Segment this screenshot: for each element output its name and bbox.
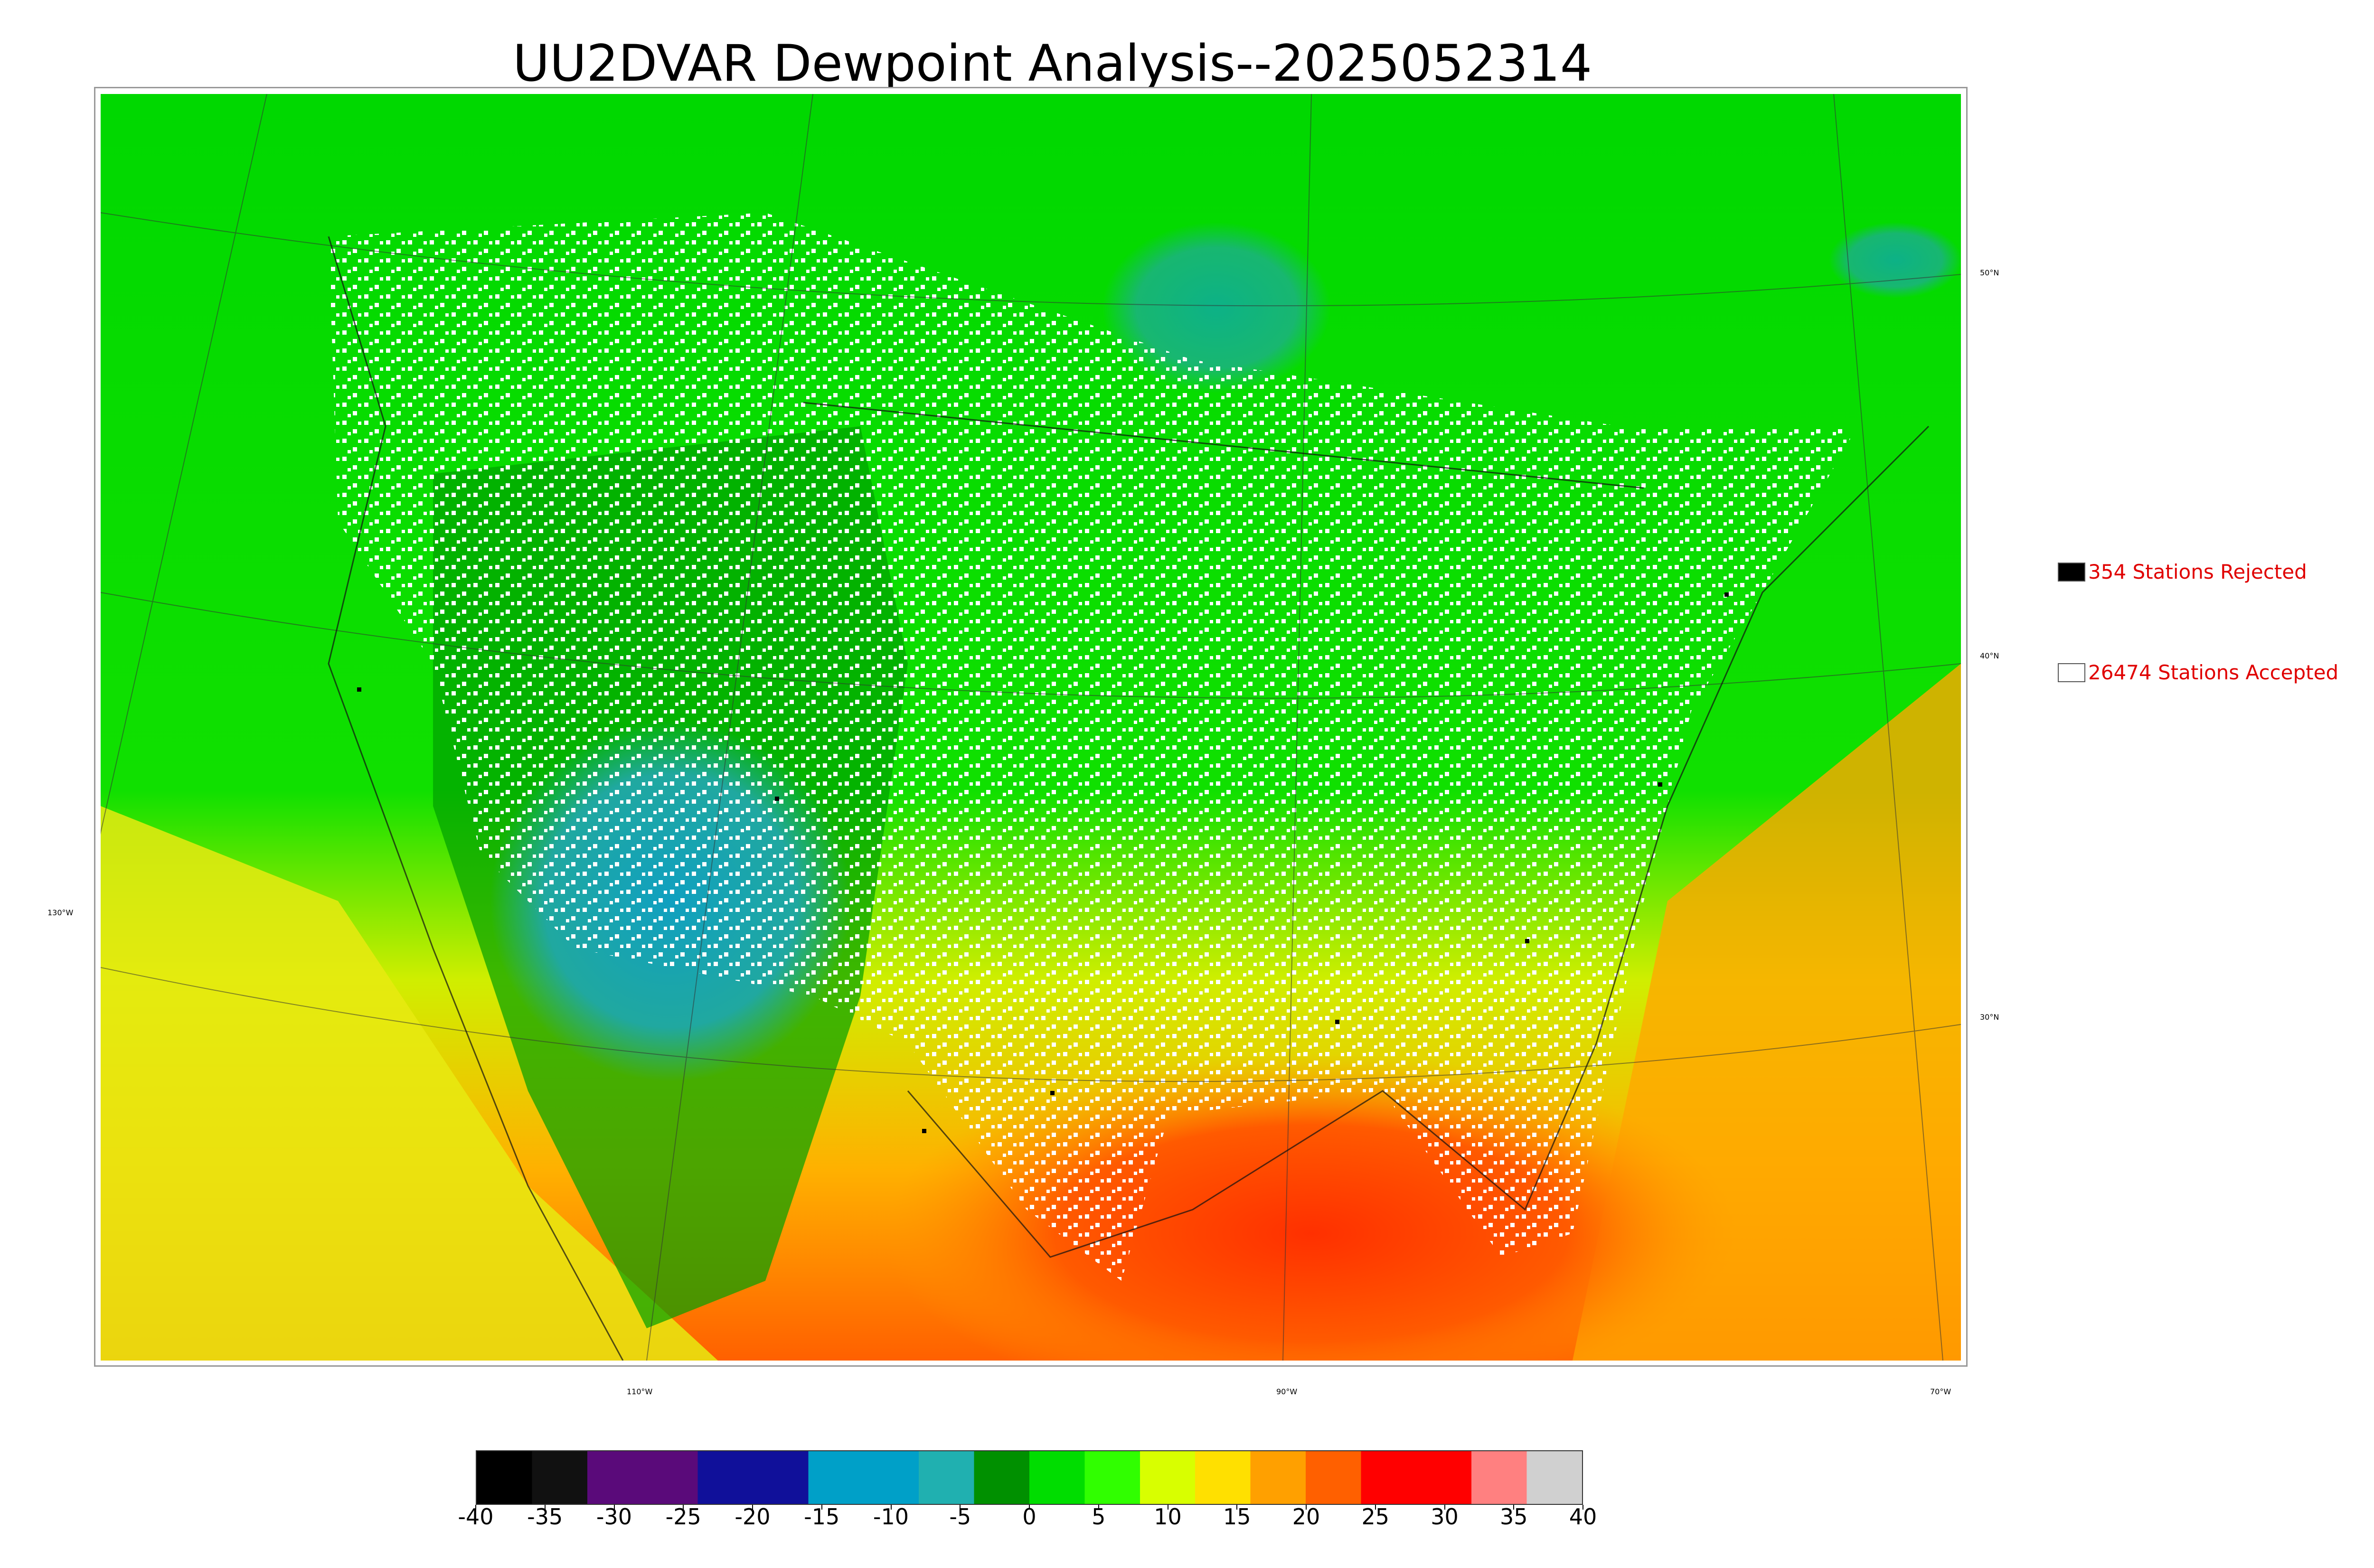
legend-rejected-label: 354 Stations Rejected bbox=[2088, 560, 2307, 583]
colorbar-tick-label: 10 bbox=[1154, 1504, 1182, 1530]
colorbar-tick bbox=[1513, 1505, 1515, 1510]
labrador-dry-core bbox=[1829, 222, 1961, 298]
colorbar-tick-label: -40 bbox=[458, 1504, 494, 1530]
colorbar-tick-label: -5 bbox=[949, 1504, 971, 1530]
colorbar-tick-label: 30 bbox=[1431, 1504, 1459, 1530]
colorbar-tick bbox=[1375, 1505, 1376, 1510]
colorbar-tick bbox=[475, 1505, 476, 1510]
lat-label-50: 50°N bbox=[1980, 268, 1999, 277]
colorbar-tick-label: -15 bbox=[804, 1504, 840, 1530]
colorbar-tick-label: 35 bbox=[1499, 1504, 1528, 1530]
colorbar-tick bbox=[1444, 1505, 1445, 1510]
colorbar-tick bbox=[1029, 1505, 1030, 1510]
colorbar-tick-label: 20 bbox=[1292, 1504, 1320, 1530]
dewpoint-map bbox=[101, 94, 1961, 1361]
legend-accepted: 26474 Stations Accepted bbox=[2058, 661, 2338, 684]
colorbar-tick bbox=[1236, 1505, 1238, 1510]
colorbar-tick-label: 5 bbox=[1092, 1504, 1106, 1530]
rejected-stations bbox=[357, 592, 1729, 1133]
colorbar-tick bbox=[752, 1505, 753, 1510]
lat-label-30: 30°N bbox=[1980, 1013, 1999, 1022]
colorbar-tick-label: -10 bbox=[873, 1504, 909, 1530]
colorbar-tick bbox=[613, 1505, 615, 1510]
chart-title: UU2DVAR Dewpoint Analysis--2025052314 bbox=[513, 34, 1592, 93]
colorbar-tick-label: -30 bbox=[596, 1504, 632, 1530]
accepted-swatch bbox=[2058, 663, 2085, 682]
colorbar-tick bbox=[821, 1505, 822, 1510]
colorbar-tick-label: 0 bbox=[1022, 1504, 1036, 1530]
legend-rejected: 354 Stations Rejected bbox=[2058, 560, 2307, 583]
colorbar-tick bbox=[683, 1505, 684, 1510]
colorbar-tick-label: -35 bbox=[527, 1504, 563, 1530]
lon-label-130: 130°W bbox=[47, 908, 74, 917]
colorbar-tick-label: -20 bbox=[735, 1504, 771, 1530]
colorbar-tick bbox=[890, 1505, 892, 1510]
colorbar-tick-label: 15 bbox=[1223, 1504, 1251, 1530]
station-observations bbox=[329, 213, 1857, 1281]
rejected-swatch bbox=[2058, 562, 2085, 582]
colorbar-tick-label: 40 bbox=[1569, 1504, 1597, 1530]
colorbar-tick bbox=[1306, 1505, 1307, 1510]
colorbar-tick-label: 25 bbox=[1361, 1504, 1390, 1530]
lat-label-40: 40°N bbox=[1980, 651, 1999, 660]
lon-label-90: 90°W bbox=[1276, 1387, 1298, 1396]
legend-accepted-label: 26474 Stations Accepted bbox=[2088, 661, 2339, 684]
colorbar-tick bbox=[544, 1505, 546, 1510]
colorbar bbox=[476, 1450, 1583, 1505]
pacific-moist-field bbox=[101, 806, 718, 1361]
colorbar-tick bbox=[960, 1505, 961, 1510]
lon-label-110: 110°W bbox=[627, 1387, 653, 1396]
lon-label-70: 70°W bbox=[1930, 1387, 1951, 1396]
coastlines bbox=[328, 236, 1930, 1361]
colorbar-tick-label: -25 bbox=[665, 1504, 701, 1530]
colorbar-tick bbox=[1098, 1505, 1099, 1510]
